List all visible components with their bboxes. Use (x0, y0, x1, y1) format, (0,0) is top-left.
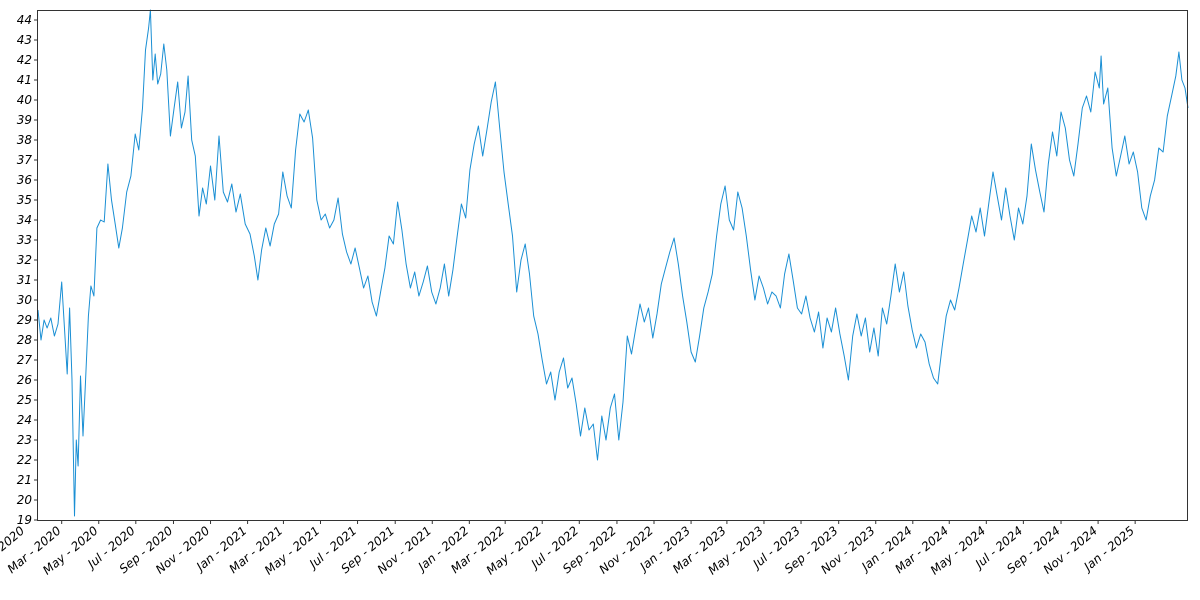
y-tick-label: 34 (17, 213, 32, 227)
y-tick-label: 36 (17, 173, 33, 187)
y-tick-label: 32 (17, 253, 32, 267)
y-tick-label: 38 (17, 133, 33, 147)
y-tick-label: 23 (17, 433, 32, 447)
y-axis: 19 20 21 22 23 24 25 26 27 28 29 30 31 32 33 34 35 36 37 38… (17, 13, 38, 527)
axes-frame (37, 10, 1188, 521)
y-tick-label: 26 (17, 373, 33, 387)
y-tick-label: 19 (17, 513, 32, 527)
y-tick-label: 21 (17, 473, 32, 487)
y-tick-label: 31 (17, 273, 32, 287)
y-tick-label: 30 (17, 293, 33, 307)
y-tick-label: 39 (17, 113, 32, 127)
y-tick-label: 22 (17, 453, 32, 467)
y-tick-label: 25 (17, 393, 32, 407)
y-tick-label: 42 (17, 53, 32, 67)
y-tick-label: 24 (17, 413, 32, 427)
y-tick-label: 37 (17, 153, 33, 167)
y-tick-label: 43 (17, 33, 32, 47)
y-tick-label: 44 (17, 13, 32, 27)
y-tick-label: 41 (17, 73, 32, 87)
y-tick-label: 33 (17, 233, 32, 247)
y-tick-label: 35 (17, 193, 32, 207)
series-line (37, 9, 1189, 517)
y-tick-label: 28 (17, 333, 33, 347)
y-tick-label: 27 (17, 353, 33, 367)
y-tick-label: 40 (17, 93, 33, 107)
y-tick-label: 29 (17, 313, 32, 327)
y-tick-label: 20 (17, 493, 33, 507)
plot-area (37, 9, 1189, 517)
